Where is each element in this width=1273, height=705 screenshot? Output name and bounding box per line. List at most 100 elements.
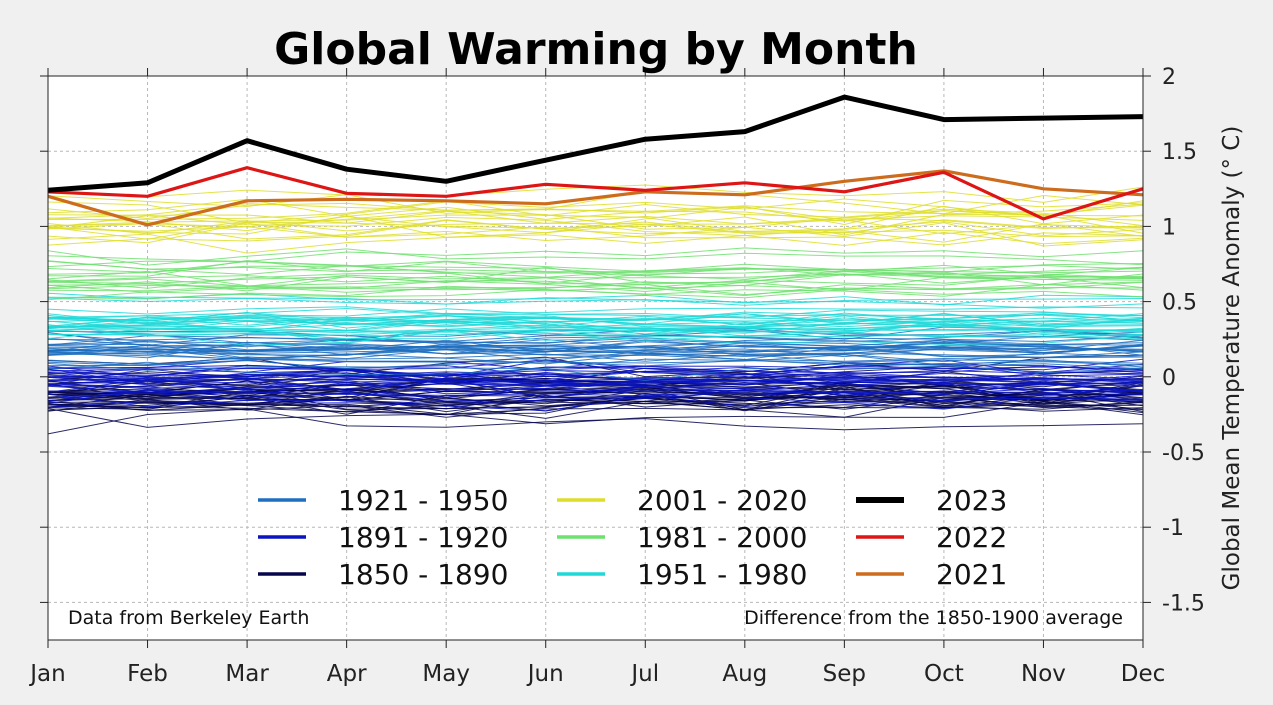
x-tick-label: Jan (28, 661, 65, 687)
historical-year-line (47, 260, 1144, 275)
y-tick-label: -1 (1162, 516, 1184, 541)
historical-year-line (47, 306, 1144, 315)
historical-year-line (47, 273, 1144, 287)
historical-year-line (47, 272, 1144, 289)
historical-year-line (47, 320, 1144, 335)
historical-year-line (47, 281, 1144, 300)
historical-year-line (47, 281, 1144, 296)
legend-label: 2001 - 2020 (637, 484, 807, 517)
x-tick-label: May (422, 661, 470, 687)
historical-year-line (47, 312, 1144, 328)
ticks (40, 68, 1151, 648)
historical-year-line (47, 393, 1144, 408)
historical-year-line (47, 260, 1144, 279)
historical-year-line (47, 247, 1144, 263)
historical-year-line (47, 361, 1144, 382)
x-tick-label: Jul (629, 661, 659, 687)
series-line-2021 (47, 169, 1144, 227)
legend-label: 1921 - 1950 (338, 484, 508, 517)
historical-year-line (47, 210, 1144, 230)
historical-year-line (47, 219, 1144, 246)
y-tick-label: 0.5 (1162, 291, 1197, 316)
x-tick-labels: Jan Feb Mar Apr May Jun Jul Aug Sep Oct Nov Dec (28, 661, 1165, 687)
legend-label: 2021 (936, 558, 1007, 591)
historical-year-line (47, 205, 1144, 235)
legend-label: 1951 - 1980 (637, 558, 807, 591)
legend-label: 1850 - 1890 (338, 558, 508, 591)
historical-year-line (47, 194, 1144, 220)
x-tick-label: Apr (327, 661, 367, 687)
y-tick-label: -0.5 (1162, 441, 1205, 466)
legend-item: 2022 (856, 521, 1007, 554)
legend-item: 1921 - 1950 (258, 484, 508, 517)
historical-year-line (47, 296, 1144, 309)
y-tick-label: 1.5 (1162, 140, 1197, 165)
y-tick-label: 1 (1162, 215, 1176, 240)
historical-year-line (47, 231, 1144, 254)
x-tick-label: Aug (722, 661, 767, 687)
historical-year-line (47, 213, 1144, 240)
legend-item: 2023 (856, 484, 1007, 517)
historical-year-line (47, 373, 1144, 392)
historical-year-line (47, 365, 1144, 380)
source-annotation: Data from Berkeley Earth (68, 607, 309, 629)
legend: 1921 - 1950 1891 - 1920 1850 - 1890 2001 - … (258, 484, 1007, 591)
historical-year-line (47, 297, 1144, 306)
historical-year-line (47, 198, 1144, 224)
historical-year-line (47, 339, 1144, 355)
y-tick-label: -1.5 (1162, 591, 1205, 616)
historical-year-line (47, 219, 1144, 235)
legend-label: 2023 (936, 484, 1007, 517)
historical-year-line (47, 226, 1144, 246)
historical-year-line (47, 210, 1144, 230)
historical-year-line (47, 383, 1144, 397)
legend-item: 1981 - 2000 (557, 521, 807, 554)
y-axis-label: Global Mean Temperature Anomaly (° C) (1219, 126, 1245, 591)
x-tick-label: Feb (127, 661, 168, 687)
historical-year-line (47, 327, 1144, 340)
historical-lines (47, 184, 1144, 435)
historical-year-line (47, 339, 1144, 362)
x-tick-label: Jun (526, 661, 564, 687)
historical-year-line (47, 215, 1144, 238)
historical-year-line (47, 268, 1144, 284)
historical-year-line (47, 375, 1144, 387)
legend-item: 1891 - 1920 (258, 521, 508, 554)
series-line-2022 (47, 166, 1144, 221)
historical-year-line (47, 219, 1144, 240)
historical-year-line (47, 396, 1144, 419)
x-tick-label: Sep (823, 661, 866, 687)
historical-year-line (47, 385, 1144, 404)
historical-year-line (47, 368, 1144, 385)
legend-label: 1981 - 2000 (637, 521, 807, 554)
legend-item: 1850 - 1890 (258, 558, 508, 591)
historical-year-line (47, 344, 1144, 360)
legend-label: 2022 (936, 521, 1007, 554)
series-lines (47, 94, 1144, 227)
x-tick-label: Nov (1021, 661, 1066, 687)
legend-item: 2021 (856, 558, 1007, 591)
historical-year-line (47, 373, 1144, 400)
y-tick-label: 2 (1162, 65, 1176, 90)
plot-frame (47, 75, 1144, 641)
x-tick-label: Oct (924, 661, 964, 687)
x-tick-label: Dec (1121, 661, 1166, 687)
historical-year-line (47, 351, 1144, 364)
x-tick-label: Mar (225, 661, 269, 687)
historical-year-line (47, 365, 1144, 386)
historical-year-line (47, 260, 1144, 279)
legend-item: 1951 - 1980 (557, 558, 807, 591)
historical-year-line (47, 307, 1144, 319)
y-tick-label: 0 (1162, 366, 1176, 391)
historical-year-line (47, 335, 1144, 347)
y-tick-labels: 2 1.5 1 0.5 0 -0.5 -1 -1.5 (1162, 65, 1205, 616)
historical-year-line (47, 248, 1144, 266)
historical-year-line (47, 275, 1144, 290)
baseline-annotation: Difference from the 1850-1900 average (744, 607, 1123, 629)
legend-item: 2001 - 2020 (557, 484, 807, 517)
historical-year-line (47, 312, 1144, 328)
historical-year-line (47, 308, 1144, 324)
historical-year-line (47, 260, 1144, 273)
